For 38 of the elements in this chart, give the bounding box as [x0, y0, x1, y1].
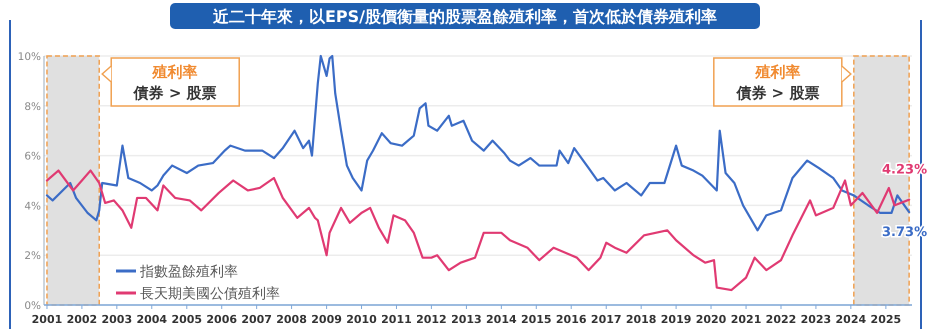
x-tick-label: 2015 — [520, 313, 552, 326]
x-tick-label: 2025 — [870, 313, 902, 326]
y-tick-label: 6% — [24, 150, 42, 163]
x-tick-label: 2018 — [626, 313, 656, 326]
x-tick-label: 2014 — [486, 313, 517, 326]
y-tick-label: 0% — [24, 300, 42, 312]
x-tick-label: 2001 — [32, 313, 62, 326]
x-tick-label: 2016 — [556, 313, 587, 326]
y-tick-label: 2% — [24, 250, 42, 262]
x-tick-label: 2004 — [136, 313, 168, 326]
x-tick-label: 2007 — [241, 313, 272, 326]
x-tick-label: 2002 — [66, 313, 98, 326]
x-tick-label: 2003 — [102, 313, 132, 326]
y-tick-label: 8% — [24, 100, 42, 113]
x-tick-label: 2008 — [276, 313, 307, 326]
x-tick-label: 2010 — [346, 313, 378, 326]
annotation: 殖利率 — [152, 63, 198, 81]
y-tick-label: 4% — [24, 200, 42, 212]
annotation: 殖利率 — [754, 63, 800, 81]
x-tick-label: 2011 — [381, 313, 412, 326]
x-tick-label: 2013 — [451, 313, 482, 326]
legend-label: 長天期美國公債殖利率 — [140, 286, 280, 302]
x-tick-label: 2005 — [171, 313, 202, 326]
chart-title: 近二十年來，以EPS/股價衡量的股票盈餘殖利率，首次低於債券殖利率 — [212, 7, 718, 26]
x-tick-label: 2017 — [590, 313, 622, 326]
x-tick-label: 2023 — [800, 313, 832, 326]
x-tick-label: 2021 — [730, 313, 762, 326]
y-tick-label: 10% — [18, 51, 42, 63]
x-tick-label: 2006 — [206, 313, 238, 326]
band-label: 債券 > 股票 — [132, 84, 217, 102]
x-tick-label: 2009 — [311, 313, 342, 326]
band-label: 債券 > 股票 — [735, 84, 820, 102]
x-tick-label: 2020 — [696, 313, 727, 326]
x-tick-label: 2022 — [766, 313, 796, 326]
legend-label: 指數盈餘殖利率 — [139, 264, 238, 280]
x-tick-label: 2019 — [660, 313, 692, 326]
x-tick-label: 2012 — [416, 313, 447, 326]
x-tick-label: 2024 — [836, 313, 866, 326]
